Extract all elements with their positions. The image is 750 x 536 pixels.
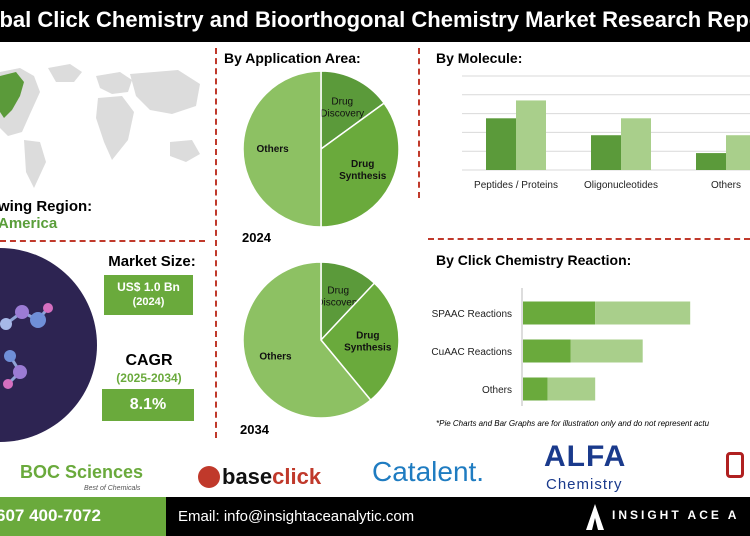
reaction-bar-cuaac-reactions-s2 bbox=[570, 339, 643, 363]
molecule-chart-title: By Molecule: bbox=[436, 50, 523, 66]
molecule-graphic bbox=[0, 248, 97, 442]
molecule-bar-others-s2 bbox=[726, 135, 750, 170]
pie2-slice-others bbox=[242, 261, 372, 419]
baseclick-logo: baseclick bbox=[222, 464, 321, 490]
phone-box bbox=[0, 497, 166, 536]
reaction-bar-chart: SPAAC Reactions CuAAC Reactions Others bbox=[431, 288, 691, 406]
market-size-year: (2024) bbox=[132, 296, 165, 308]
title-bar: obal Click Chemistry and Bioorthogonal C… bbox=[0, 0, 750, 42]
alfa-logo: ALFA bbox=[544, 440, 627, 473]
reaction-tick-spaac-reactions: SPAAC Reactions bbox=[432, 309, 512, 320]
pie-2034-year: 2034 bbox=[240, 422, 269, 437]
molecule-bar-peptides-proteins-s1 bbox=[486, 118, 516, 170]
boc-sciences-tagline: Best of Chemicals bbox=[84, 485, 141, 492]
cagr-label: CAGR bbox=[125, 352, 173, 369]
pie-chart-2034: Drug Discovery Drug Synthesis Others bbox=[242, 261, 400, 419]
baseclick-logo-click: click bbox=[272, 464, 322, 489]
illustration-note: *Pie Charts and Bar Graphs are for illus… bbox=[436, 419, 710, 428]
partial-logo-icon bbox=[726, 452, 744, 478]
reaction-bar-others-s1 bbox=[523, 377, 548, 401]
market-size-box: US$ 1.0 Bn (2024) bbox=[104, 275, 193, 315]
region-value: America bbox=[0, 215, 58, 232]
cagr-period: (2025-2034) bbox=[116, 371, 182, 385]
reaction-chart-title: By Click Chemistry Reaction: bbox=[436, 252, 632, 268]
reaction-bar-spaac-reactions-s1 bbox=[523, 301, 596, 325]
baseclick-logo-base: base bbox=[222, 464, 273, 489]
reaction-bar-others-s2 bbox=[547, 377, 596, 401]
pie2-label-others: Others bbox=[259, 351, 292, 362]
phone-number[interactable]: 607 400-7072 bbox=[0, 506, 101, 525]
report-title: obal Click Chemistry and Bioorthogonal C… bbox=[0, 7, 750, 32]
reaction-bar-cuaac-reactions-s1 bbox=[523, 339, 571, 363]
molecule-bar-peptides-proteins-s2 bbox=[516, 100, 546, 170]
cagr-value: 8.1% bbox=[102, 389, 194, 421]
molecule-bar-others-s1 bbox=[696, 153, 726, 170]
email-address[interactable]: Email: info@insightaceanalytic.com bbox=[178, 508, 415, 525]
molecule-tick-others: Others bbox=[711, 180, 741, 191]
pie1-label-drug-discovery: Drug Discovery bbox=[320, 96, 364, 119]
molecule-bar-chart: Peptides / Proteins Oligonucleotides Other… bbox=[462, 75, 750, 191]
pie1-slice-drug-synthesis bbox=[320, 102, 400, 228]
market-size-label: Market Size: bbox=[108, 253, 196, 270]
divider-vertical-2 bbox=[418, 48, 420, 198]
brand-name: INSIGHT ACE A bbox=[612, 508, 740, 522]
molecule-tick-oligonucleotides: Oligonucleotides bbox=[584, 180, 658, 191]
pie2-slice-drug-synthesis bbox=[320, 282, 400, 402]
molecule-bar-oligonucleotides-s1 bbox=[591, 135, 621, 170]
divider-left bbox=[0, 240, 205, 242]
reaction-tick-cuaac-reactions: CuAAC Reactions bbox=[431, 347, 512, 358]
pie-chart-2024: Drug Discovery Drug Synthesis Others bbox=[242, 70, 400, 228]
pie1-label-others: Others bbox=[257, 144, 290, 155]
baseclick-mark-icon bbox=[198, 466, 220, 488]
world-map bbox=[0, 64, 200, 188]
alfa-chemistry-logo: Chemistry bbox=[546, 476, 623, 493]
pie1-slice-others bbox=[242, 70, 322, 228]
region-label: wing Region: bbox=[0, 198, 93, 215]
insight-ace-logo-icon bbox=[586, 504, 604, 530]
boc-sciences-logo: BOC Sciences bbox=[20, 462, 144, 482]
pie1-label-drug-synthesis: Drug Synthesis bbox=[339, 159, 387, 182]
molecule-bar-oligonucleotides-s2 bbox=[621, 118, 651, 170]
pie2-label-drug-synthesis: Drug Synthesis bbox=[344, 330, 392, 353]
pie1-slice-drug-discovery bbox=[320, 70, 386, 151]
pie-2024-title: By Application Area: bbox=[224, 50, 361, 66]
pie-2024-year: 2024 bbox=[242, 230, 271, 245]
catalent-logo: Catalent. bbox=[372, 456, 485, 487]
molecule-tick-peptides-proteins: Peptides / Proteins bbox=[474, 180, 558, 191]
reaction-tick-others: Others bbox=[482, 385, 512, 396]
pie2-label-drug-discovery: Drug Discovery bbox=[316, 285, 360, 308]
divider-right bbox=[428, 238, 750, 240]
divider-vertical-1 bbox=[215, 48, 217, 438]
market-size-value: US$ 1.0 Bn bbox=[117, 280, 180, 294]
reaction-bar-spaac-reactions-s2 bbox=[595, 301, 691, 325]
